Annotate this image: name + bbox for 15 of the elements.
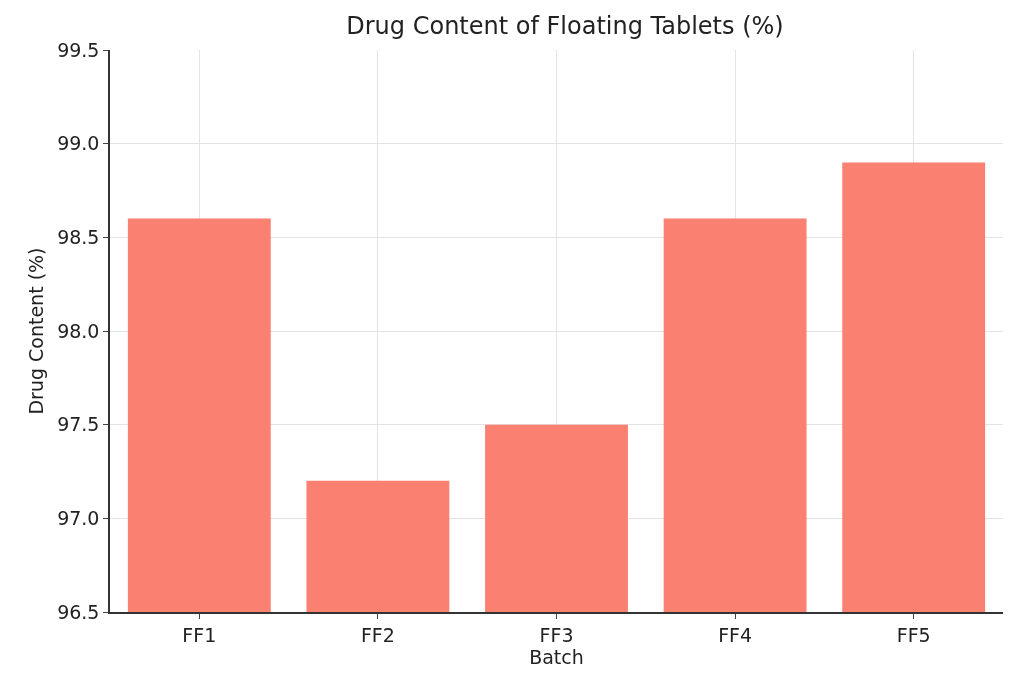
- chart-title: Drug Content of Floating Tablets (%): [346, 11, 784, 40]
- y-tick-label: 99.0: [57, 132, 100, 155]
- x-tick-label: FF2: [360, 623, 395, 646]
- y-tick-label: 98.0: [57, 319, 100, 342]
- y-tick-label: 97.5: [57, 413, 100, 436]
- x-tick-label: FF1: [182, 623, 217, 646]
- y-tick-label: 99.5: [57, 38, 100, 61]
- y-tick-label: 98.5: [57, 225, 100, 248]
- x-tick-label: FF5: [896, 623, 931, 646]
- y-tick-label: 96.5: [57, 600, 100, 623]
- y-axis-title: Drug Content (%): [25, 247, 48, 415]
- x-tick-label: FF4: [718, 623, 753, 646]
- x-axis-title: Batch: [529, 645, 584, 668]
- x-tick-label: FF3: [539, 623, 574, 646]
- y-tick-label: 97.0: [57, 506, 100, 529]
